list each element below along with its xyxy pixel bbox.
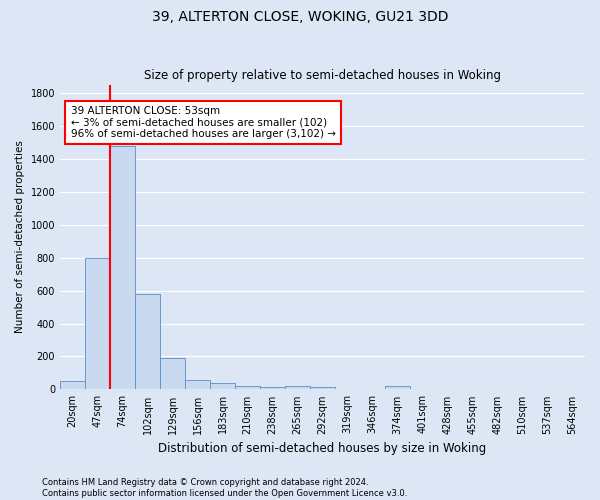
Bar bbox=[235, 386, 260, 390]
Bar bbox=[285, 386, 310, 390]
X-axis label: Distribution of semi-detached houses by size in Woking: Distribution of semi-detached houses by … bbox=[158, 442, 487, 455]
Bar bbox=[160, 358, 185, 390]
Bar bbox=[85, 258, 110, 390]
Text: Contains HM Land Registry data © Crown copyright and database right 2024.
Contai: Contains HM Land Registry data © Crown c… bbox=[42, 478, 407, 498]
Bar bbox=[385, 386, 410, 390]
Bar bbox=[210, 383, 235, 390]
Text: 39, ALTERTON CLOSE, WOKING, GU21 3DD: 39, ALTERTON CLOSE, WOKING, GU21 3DD bbox=[152, 10, 448, 24]
Bar bbox=[260, 387, 285, 390]
Text: 39 ALTERTON CLOSE: 53sqm
← 3% of semi-detached houses are smaller (102)
96% of s: 39 ALTERTON CLOSE: 53sqm ← 3% of semi-de… bbox=[71, 106, 335, 139]
Bar bbox=[310, 387, 335, 390]
Bar bbox=[110, 146, 135, 390]
Bar bbox=[185, 380, 210, 390]
Y-axis label: Number of semi-detached properties: Number of semi-detached properties bbox=[15, 140, 25, 334]
Title: Size of property relative to semi-detached houses in Woking: Size of property relative to semi-detach… bbox=[144, 69, 501, 82]
Bar bbox=[60, 381, 85, 390]
Bar bbox=[135, 294, 160, 390]
